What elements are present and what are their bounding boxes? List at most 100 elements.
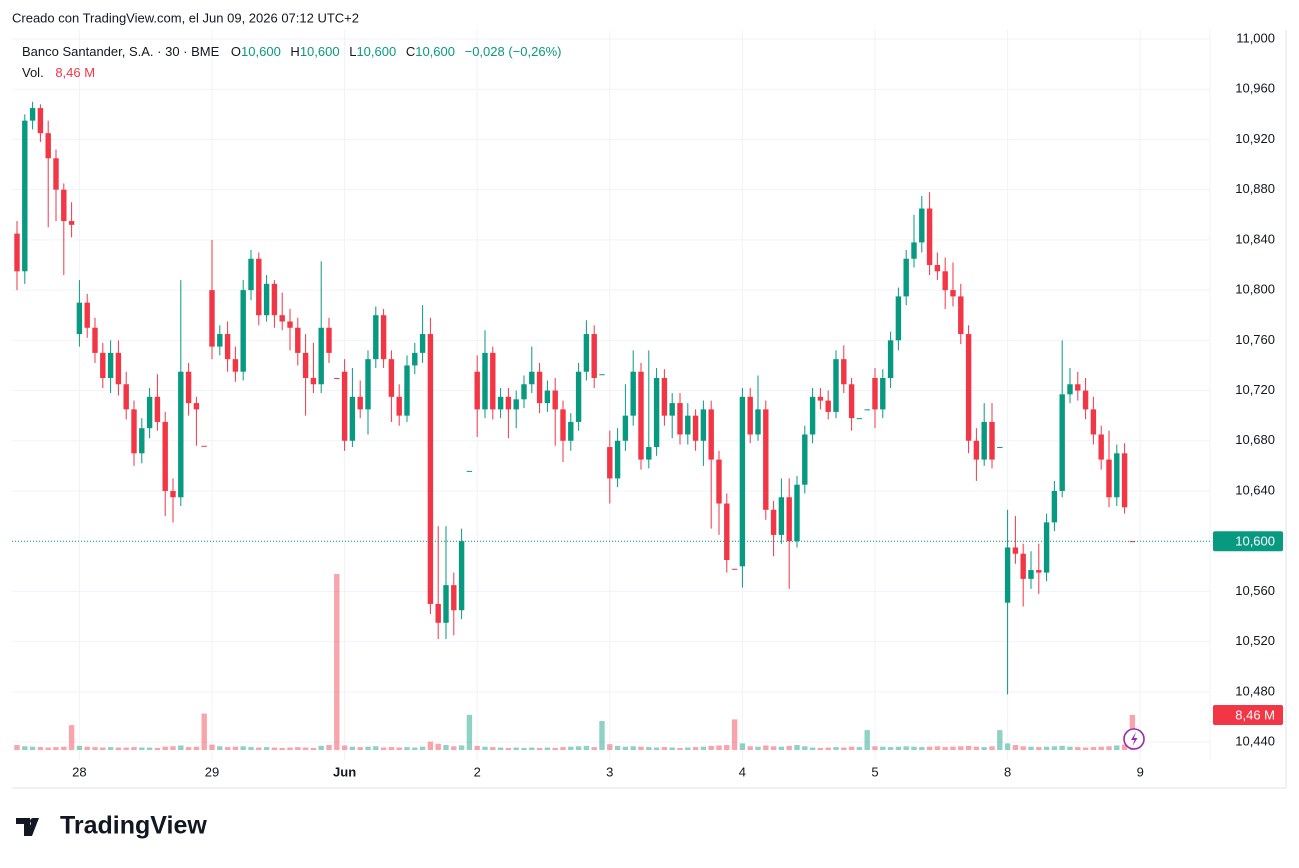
candle-body xyxy=(1090,409,1097,435)
candle-body xyxy=(178,371,184,498)
y-tick-label: 11,000 xyxy=(1236,30,1275,45)
volume-bar xyxy=(692,747,699,750)
candle-body xyxy=(529,371,535,385)
volume-bar xyxy=(575,746,582,750)
candle-body xyxy=(271,283,278,316)
volume-bar xyxy=(529,747,535,750)
y-tick-label: 10,480 xyxy=(1235,683,1275,698)
candle-body xyxy=(1082,390,1089,410)
volume-legend-value: 8,46 M xyxy=(55,65,95,80)
volume-bar xyxy=(37,747,44,750)
candles xyxy=(14,101,1136,695)
volume-bar xyxy=(841,747,847,750)
candle-body xyxy=(224,334,231,360)
volume-bar xyxy=(887,747,894,750)
alert-icon[interactable] xyxy=(1123,728,1145,750)
candle-body xyxy=(388,359,395,397)
y-tick-label: 10,960 xyxy=(1235,81,1275,96)
candle-body xyxy=(373,315,379,360)
candle-body xyxy=(1098,434,1104,460)
volume-bar xyxy=(1098,746,1104,750)
candle-body xyxy=(427,334,434,604)
logo-dot xyxy=(30,818,36,824)
volume-bar xyxy=(14,745,20,750)
candle-body xyxy=(76,302,83,335)
created-caption: Creado con TradingView.com, el Jun 09, 2… xyxy=(12,10,359,25)
axes: 10,440 10,480 10,520 10,560 10,600 10,640 10,6… xyxy=(12,30,1283,779)
volume-bar xyxy=(1090,747,1097,750)
candle-body xyxy=(786,497,792,542)
footer-brand: TradingView xyxy=(60,812,207,840)
candle-body xyxy=(162,421,168,491)
candle-body xyxy=(29,108,36,121)
candle-body xyxy=(856,418,863,420)
volume-bar xyxy=(872,746,878,750)
volume-bar xyxy=(256,747,262,750)
volume-bar xyxy=(794,745,800,750)
volume-bar xyxy=(248,747,254,750)
volume-bar xyxy=(115,747,122,750)
volume-bar xyxy=(505,747,512,750)
volume-pane xyxy=(14,574,1136,750)
candle-body xyxy=(248,258,254,291)
y-tick-label: 10,920 xyxy=(1235,131,1275,146)
candle-body xyxy=(739,396,746,567)
candle-body xyxy=(419,334,426,353)
volume-bar xyxy=(458,745,465,750)
volume-bar xyxy=(334,574,340,750)
volume-bar xyxy=(1043,746,1050,750)
candle-body xyxy=(295,327,301,353)
volume-bar xyxy=(786,745,792,750)
volume-bar xyxy=(310,747,317,750)
candle-body xyxy=(279,315,285,322)
volume-bar xyxy=(29,746,36,750)
volume-bar xyxy=(919,747,925,750)
volume-bar xyxy=(521,747,527,750)
candle-body xyxy=(942,271,948,291)
candle-body xyxy=(685,415,691,435)
volume-bar xyxy=(380,747,387,750)
volume-bar xyxy=(895,746,902,750)
volume-bar xyxy=(365,746,371,750)
candle-body xyxy=(622,415,629,441)
volume-bar xyxy=(856,747,863,750)
candle-body xyxy=(568,421,574,441)
volume-bar xyxy=(373,746,379,750)
legend-value: 10,600 xyxy=(300,44,340,59)
volume-bar xyxy=(981,747,987,750)
candle-body xyxy=(458,541,465,611)
volume-bar xyxy=(583,745,590,750)
volume-bar xyxy=(388,747,395,750)
volume-bar xyxy=(739,743,746,750)
volume-bar xyxy=(451,746,457,750)
candle-body xyxy=(841,359,847,385)
candle-body xyxy=(763,409,769,510)
candle-body xyxy=(950,290,956,297)
volume-bar xyxy=(1028,746,1034,750)
candle-body xyxy=(107,352,114,378)
candle-body xyxy=(880,377,886,410)
candle-body xyxy=(240,290,246,372)
x-tick-label: 9 xyxy=(1137,764,1144,779)
volume-bar xyxy=(911,746,917,750)
candle-body xyxy=(396,396,402,416)
candle-body xyxy=(146,396,153,429)
volume-bar xyxy=(419,746,426,750)
candle-body xyxy=(1106,459,1112,498)
volume-bar xyxy=(232,746,239,750)
volume-bar xyxy=(724,745,730,750)
volume-bar xyxy=(599,721,605,750)
alert-bolt xyxy=(1131,732,1138,746)
volume-bar xyxy=(1114,745,1120,750)
candle-body xyxy=(357,396,363,410)
volume-bar xyxy=(162,746,168,750)
volume-bar xyxy=(178,745,184,750)
volume-bar xyxy=(1036,747,1042,750)
candle-body xyxy=(794,484,800,542)
candle-body xyxy=(997,447,1003,449)
candle-body xyxy=(497,396,504,410)
volume-bar xyxy=(146,747,153,750)
volume-bar xyxy=(170,746,176,750)
volume-bar xyxy=(817,747,824,750)
candle-body xyxy=(22,120,28,272)
